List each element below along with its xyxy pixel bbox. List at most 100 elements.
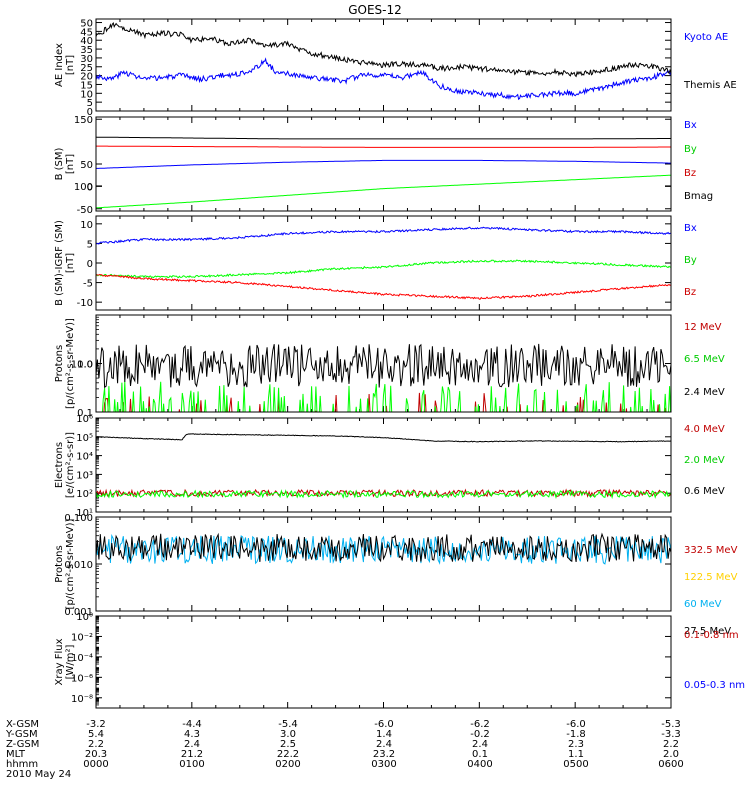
y-tick-label: 10⁶: [76, 414, 93, 425]
series-line: [96, 22, 671, 78]
legend-entry: 0.6 MeV: [684, 486, 725, 497]
footer-cell: -0.2: [470, 729, 490, 740]
footer-cell: 2.2: [88, 739, 104, 750]
series-line: [96, 174, 671, 209]
footer-row-label: X-GSM: [6, 719, 39, 730]
legend-entry: Bx: [684, 120, 697, 131]
y-tick-label: 100: [74, 182, 93, 193]
y-tick-label: 10⁻⁸: [71, 694, 93, 705]
footer-cell: 22.2: [277, 749, 299, 760]
y-tick-label: 10⁻⁶: [71, 673, 93, 684]
y-tick-label: 10.0: [71, 360, 93, 371]
y-tick-label: 5: [87, 239, 93, 250]
series-line: [96, 488, 671, 498]
panel-frame: [95, 18, 672, 112]
panel-bsm: -50 0 50 100 150 B (SM)[nT] Bx By Bz Bmag: [54, 115, 713, 216]
y-axis-label: Xray Flux[W/m²]: [54, 638, 76, 685]
series-line: [96, 226, 671, 245]
series-line: [96, 343, 671, 389]
series-line: [96, 273, 671, 300]
legend-entry: 60 MeV: [684, 599, 722, 610]
footer-cell: -3.2: [86, 719, 106, 730]
y-tick-label: 150: [74, 115, 93, 126]
footer-cell: 2.3: [568, 739, 584, 750]
series-line: [96, 433, 671, 443]
panel-frame: [95, 215, 672, 311]
footer-cell: -6.2: [470, 719, 490, 730]
y-tick-label: 0.1: [77, 408, 93, 419]
series-line: [96, 489, 671, 500]
series-line: [96, 532, 671, 563]
footer-cell: 0000: [83, 759, 108, 770]
y-tick-label: 10⁴: [76, 452, 93, 463]
y-axis-label: Electrons[e/(cm²-s-sr)]: [54, 432, 76, 498]
legend-entry: 0.05-0.3 nm: [684, 680, 745, 691]
footer-cell: 2.0: [663, 749, 679, 760]
series-line: [96, 159, 671, 169]
panel-xray: 10⁻⁸ 10⁻⁶ 10⁻⁴ 10⁻² 10⁰ Xray Flux[W/m²] 0.1-0.…: [54, 612, 745, 709]
footer-row-label: hhmm: [6, 759, 38, 770]
footer-cell: -6.0: [566, 719, 586, 730]
series-line: [96, 533, 671, 565]
y-tick-label: 15: [80, 80, 93, 91]
panel-bres: -10 -5 0 5 10 B (SM)-IGRF (SM)[nT] Bx By Bz: [54, 215, 697, 311]
y-tick-label: 10⁻²: [71, 632, 93, 643]
footer-cell: 0400: [467, 759, 492, 770]
footer-cell: 0300: [371, 759, 396, 770]
footer-cell: -6.0: [374, 719, 394, 730]
y-axis-label: Protons[p/(cm²-s-sr-MeV)]: [54, 318, 76, 409]
y-tick-label: 25: [80, 63, 93, 74]
legend-entry: 332.5 MeV: [684, 545, 738, 556]
footer-cell: 2.2: [663, 739, 679, 750]
panel-frame: [95, 615, 672, 709]
y-tick-label: 0.001: [64, 607, 93, 618]
footer-row-label: Y-GSM: [5, 729, 38, 740]
footer-cell: 0.1: [472, 749, 488, 760]
footer-cell: 2.4: [184, 739, 200, 750]
figure-title: GOES-12: [348, 3, 402, 17]
y-tick-label: 45: [80, 27, 93, 38]
y-axis-label: B (SM)-IGRF (SM)[nT]: [54, 220, 76, 306]
y-axis-label: B (SM)[nT]: [54, 147, 76, 180]
panel-protons_high: 0.001 0.010 0.100Protons[p/(cm²-s-sr-MeV)]…: [54, 513, 738, 637]
y-tick-label: 10³: [76, 470, 93, 481]
y-tick-label: 0.010: [64, 560, 93, 571]
legend-entry: Bx: [684, 223, 697, 234]
y-tick-label: 10²: [76, 489, 93, 500]
legend-entry: Themis AE: [683, 80, 737, 91]
y-tick-label: 20: [80, 72, 93, 83]
footer-cell: -1.8: [566, 729, 586, 740]
legend-entry: 6.5 MeV: [684, 354, 725, 365]
footer-row-label: MLT: [6, 749, 26, 760]
panel-frame: [95, 314, 672, 413]
y-tick-label: 0: [87, 182, 93, 193]
legend-entry: Bz: [684, 287, 696, 298]
footer-cell: 1.1: [568, 749, 584, 760]
y-tick-label: 50: [80, 19, 93, 30]
footer-cell: 23.2: [373, 749, 395, 760]
footer-cell: 2.5: [280, 739, 296, 750]
footer-cell: 4.3: [184, 729, 200, 740]
y-tick-label: 0: [87, 107, 93, 118]
series-line: [96, 259, 671, 279]
legend-entry: By: [684, 255, 697, 266]
footer-cell: 0200: [275, 759, 300, 770]
footer-date: 2010 May 24: [6, 769, 71, 780]
y-tick-label: 0.100: [64, 513, 93, 524]
legend-entry: 4.0 MeV: [684, 424, 725, 435]
footer-cell: -5.4: [278, 719, 298, 730]
y-tick-label: 10: [80, 89, 93, 100]
legend-entry: Bz: [684, 168, 696, 179]
y-tick-label: 10: [80, 220, 93, 231]
legend-entry: Kyoto AE: [684, 32, 728, 43]
y-axis-label: Protons[p/(cm²-s-sr-MeV)]: [54, 518, 76, 609]
footer-cell: 1.4: [376, 729, 392, 740]
y-tick-label: 5: [87, 98, 93, 109]
footer-cell: 2.4: [376, 739, 392, 750]
footer-cell: 0100: [179, 759, 204, 770]
footer-cell: 0500: [563, 759, 588, 770]
y-tick-label: 10⁻⁴: [71, 653, 93, 664]
